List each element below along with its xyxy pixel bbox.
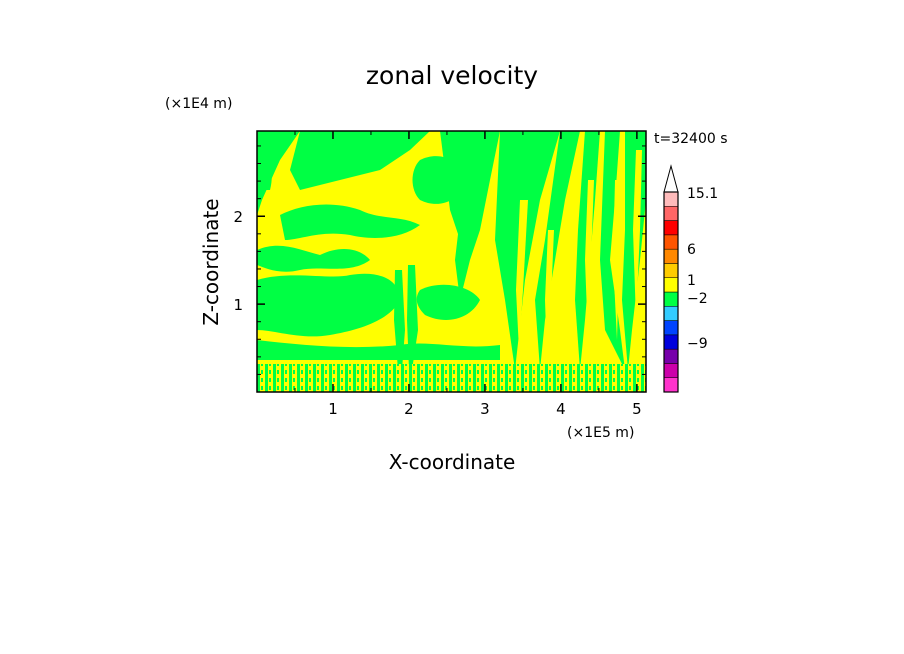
- colorbar-swatch: [663, 348, 679, 364]
- colorbar-swatch: [663, 306, 679, 321]
- plot-area: [257, 131, 646, 392]
- colorbar-swatch: [663, 377, 679, 393]
- y-tick-label: 2: [233, 208, 243, 226]
- field-yellow-streaks: [516, 150, 642, 360]
- colorbar-label: −2: [687, 291, 708, 307]
- colorbar-swatch: [663, 277, 679, 293]
- x-tick-label: 5: [632, 400, 642, 418]
- x-tick-label: 3: [480, 400, 490, 418]
- colorbar-swatch: [663, 320, 679, 336]
- x-tick-label: 2: [404, 400, 414, 418]
- colorbar-swatch: [663, 263, 679, 278]
- colorbar-swatch: [663, 191, 679, 207]
- colorbar-swatch: [663, 291, 679, 307]
- colorbar-swatch: [663, 248, 679, 264]
- colorbar-labels: 15.1 6 1 −2 −9: [687, 186, 718, 352]
- x-tick-label: 1: [328, 400, 338, 418]
- colorbar-label: −9: [687, 336, 708, 352]
- y-axis-ticks: 12: [233, 145, 646, 375]
- colorbar-label: 6: [687, 242, 696, 258]
- chart-title: zonal velocity: [366, 61, 538, 90]
- colorbar-swatch: [663, 234, 679, 250]
- x-axis-ticks: 1 2 3 4 5: [294, 131, 642, 418]
- colorbar-frame: [663, 191, 679, 393]
- colorbar: [663, 164, 679, 393]
- plot-frame: [256, 130, 647, 393]
- colorbar-swatch: [663, 220, 679, 236]
- y-axis-label: Z-coordinate: [199, 198, 223, 325]
- colorbar-label: 15.1: [687, 186, 718, 202]
- colorbar-swatch: [663, 363, 679, 378]
- time-label: t=32400 s: [654, 131, 728, 147]
- colorbar-label: 1: [687, 273, 696, 289]
- colorbar-swatch: [663, 206, 679, 221]
- y-tick-label: 1: [233, 296, 243, 314]
- colorbar-cap: [663, 164, 679, 193]
- x-axis-label: X-coordinate: [389, 450, 516, 474]
- x-unit-label: (×1E5 m): [567, 425, 634, 441]
- field-surface-layer: [257, 364, 646, 392]
- colorbar-swatch: [663, 334, 679, 350]
- x-tick-label: 4: [556, 400, 566, 418]
- y-unit-label: (×1E4 m): [165, 96, 232, 112]
